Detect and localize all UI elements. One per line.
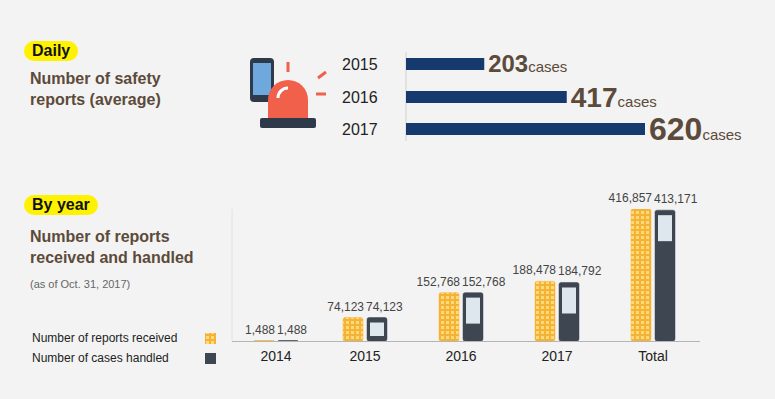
- legend-swatch: [205, 353, 216, 364]
- data-label: 152,768: [462, 275, 506, 289]
- infographic: 2015203cases2016417cases2017620cases2014…: [0, 0, 775, 399]
- ray: [287, 62, 290, 72]
- legend-label: Number of cases handled: [32, 351, 169, 365]
- category-label: 2017: [342, 121, 378, 138]
- bar: [343, 318, 363, 341]
- data-label: 188,478: [513, 263, 557, 277]
- bar: [367, 318, 387, 341]
- tick-label: Total: [638, 348, 668, 364]
- data-label: 1,488: [277, 323, 307, 337]
- category-label: 2016: [342, 89, 378, 106]
- label-number: 203: [488, 50, 528, 77]
- siren-base: [260, 118, 316, 128]
- label-unit: cases: [618, 93, 657, 110]
- bar: [278, 340, 298, 341]
- data-label: 417cases: [571, 82, 657, 113]
- data-label: 74,123: [327, 300, 364, 314]
- title: Daily: [24, 41, 78, 61]
- data-label: 152,768: [417, 275, 461, 289]
- screen: [466, 298, 480, 324]
- data-label: 620cases: [649, 111, 742, 147]
- subtitle: Number of reports received and handled: [30, 226, 225, 268]
- subtitle: Number of safety reports (average): [30, 68, 205, 110]
- bar: [406, 91, 567, 103]
- data-label: 74,123: [366, 300, 403, 314]
- tick-label: 2015: [349, 348, 380, 364]
- label-unit: cases: [528, 58, 567, 75]
- screen: [370, 323, 384, 336]
- tick-label: 2017: [541, 348, 572, 364]
- title: By year: [24, 195, 98, 215]
- y-axis: [232, 209, 233, 341]
- bar: [439, 293, 459, 341]
- legend-swatch: [205, 333, 216, 344]
- bar: [406, 123, 645, 135]
- screen: [658, 215, 672, 241]
- label-unit: cases: [702, 126, 741, 143]
- data-label: 203cases: [488, 50, 567, 77]
- category-label: 2015: [342, 56, 378, 73]
- data-label: 184,792: [558, 264, 602, 278]
- legend-label: Number of reports received: [32, 331, 177, 345]
- canvas: 2015203cases2016417cases2017620cases2014…: [0, 0, 775, 399]
- bars: [254, 209, 675, 341]
- bar: [631, 209, 651, 341]
- ray: [318, 72, 326, 78]
- bar: [535, 281, 555, 341]
- label-number: 620: [649, 111, 702, 147]
- siren-shine: [278, 88, 288, 98]
- phone-screen: [253, 63, 271, 95]
- bar: [406, 58, 484, 70]
- tick-label: 2016: [445, 348, 476, 364]
- bar: [254, 340, 274, 341]
- bar: [463, 293, 483, 341]
- x-axis: [232, 341, 700, 342]
- data-label: 1,488: [245, 323, 275, 337]
- bar: [655, 210, 675, 341]
- icon: [250, 58, 326, 128]
- tick-label: 2014: [260, 348, 291, 364]
- screen: [562, 287, 576, 313]
- data-label: 416,857: [609, 191, 653, 205]
- bar: [559, 282, 579, 341]
- label-number: 417: [571, 82, 618, 113]
- siren: [268, 80, 308, 118]
- ray: [316, 93, 326, 96]
- note: (as of Oct. 31, 2017): [30, 278, 130, 290]
- data-label: 413,171: [654, 192, 698, 206]
